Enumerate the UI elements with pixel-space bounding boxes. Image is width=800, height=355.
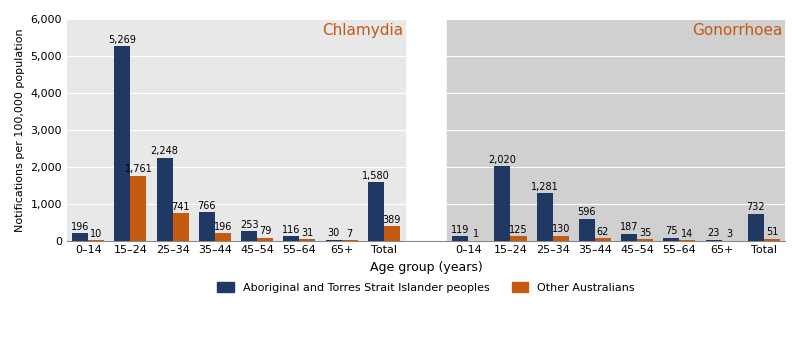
Text: 1: 1: [474, 229, 479, 239]
Legend: Aboriginal and Torres Strait Islander peoples, Other Australians: Aboriginal and Torres Strait Islander pe…: [213, 278, 639, 297]
Text: 23: 23: [707, 228, 720, 238]
Text: 79: 79: [259, 226, 271, 236]
Text: 35: 35: [639, 228, 651, 238]
Text: 187: 187: [620, 222, 638, 232]
Text: 14: 14: [682, 229, 694, 239]
Text: 741: 741: [171, 202, 190, 212]
Text: 3: 3: [726, 229, 733, 239]
Text: 732: 732: [746, 202, 765, 212]
Bar: [173, 213, 189, 241]
Bar: [283, 236, 299, 241]
Bar: [452, 236, 468, 241]
Text: Chlamydia: Chlamydia: [322, 23, 402, 38]
Text: 1,281: 1,281: [531, 182, 558, 192]
Text: 196: 196: [214, 222, 232, 232]
Text: 2,248: 2,248: [150, 146, 178, 156]
Text: 7: 7: [346, 229, 353, 239]
Y-axis label: Notifications per 100,000 population: Notifications per 100,000 population: [15, 28, 25, 231]
Bar: [299, 240, 315, 241]
Text: 389: 389: [382, 215, 401, 225]
Text: 1,580: 1,580: [362, 171, 390, 181]
Bar: [537, 193, 553, 241]
Text: 130: 130: [551, 224, 570, 234]
Bar: [215, 233, 231, 241]
Text: 766: 766: [198, 201, 216, 211]
Bar: [706, 240, 722, 241]
Text: 125: 125: [509, 224, 528, 235]
Bar: [447, 19, 785, 241]
Text: 119: 119: [451, 225, 470, 235]
Text: 31: 31: [302, 228, 314, 238]
Bar: [114, 46, 130, 241]
Bar: [748, 214, 764, 241]
Bar: [510, 236, 526, 241]
Text: 116: 116: [282, 225, 301, 235]
Text: 1,761: 1,761: [125, 164, 152, 174]
Bar: [663, 238, 679, 241]
Text: 75: 75: [665, 226, 678, 236]
Text: 10: 10: [90, 229, 102, 239]
Bar: [595, 238, 611, 241]
Bar: [368, 182, 384, 241]
Bar: [679, 240, 695, 241]
Bar: [199, 212, 215, 241]
Text: 2,020: 2,020: [489, 154, 516, 164]
Bar: [621, 234, 637, 241]
Text: Gonorrhoea: Gonorrhoea: [693, 23, 783, 38]
Bar: [257, 238, 273, 241]
Bar: [494, 166, 510, 241]
Text: 196: 196: [71, 222, 90, 232]
Bar: [157, 158, 173, 241]
X-axis label: Age group (years): Age group (years): [370, 261, 482, 274]
Bar: [764, 239, 780, 241]
Text: 5,269: 5,269: [109, 34, 136, 44]
Bar: [384, 226, 400, 241]
Bar: [326, 240, 342, 241]
Bar: [241, 231, 257, 241]
Text: 51: 51: [766, 227, 778, 237]
Text: 253: 253: [240, 220, 258, 230]
Text: 30: 30: [327, 228, 340, 238]
Text: 596: 596: [578, 207, 596, 217]
Bar: [72, 233, 88, 241]
Bar: [579, 219, 595, 241]
Text: 62: 62: [597, 227, 609, 237]
Bar: [130, 176, 146, 241]
Bar: [553, 236, 569, 241]
Bar: [88, 240, 104, 241]
Bar: [67, 19, 405, 241]
Bar: [637, 239, 654, 241]
